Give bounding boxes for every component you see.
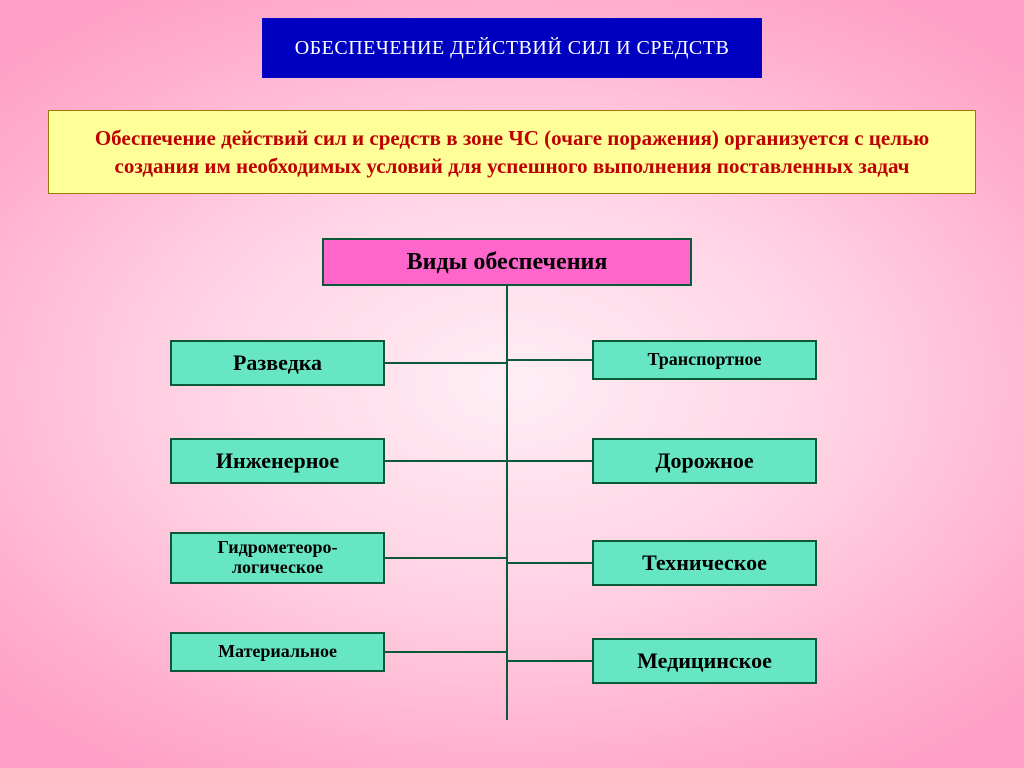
node-material: Материальное: [170, 632, 385, 672]
node-razvedka: Разведка: [170, 340, 385, 386]
node-hydromet: Гидрометеоро-логическое: [170, 532, 385, 584]
root-node: Виды обеспечения: [322, 238, 692, 286]
node-engineer: Инженерное: [170, 438, 385, 484]
node-medical: Медицинское: [592, 638, 817, 684]
node-technical: Техническое: [592, 540, 817, 586]
diagram-title: ОБЕСПЕЧЕНИЕ ДЕЙСТВИЙ СИЛ И СРЕДСТВ: [262, 18, 762, 78]
node-transport: Транспортное: [592, 340, 817, 380]
node-road: Дорожное: [592, 438, 817, 484]
diagram-subtitle: Обеспечение действий сил и средств в зон…: [48, 110, 976, 194]
